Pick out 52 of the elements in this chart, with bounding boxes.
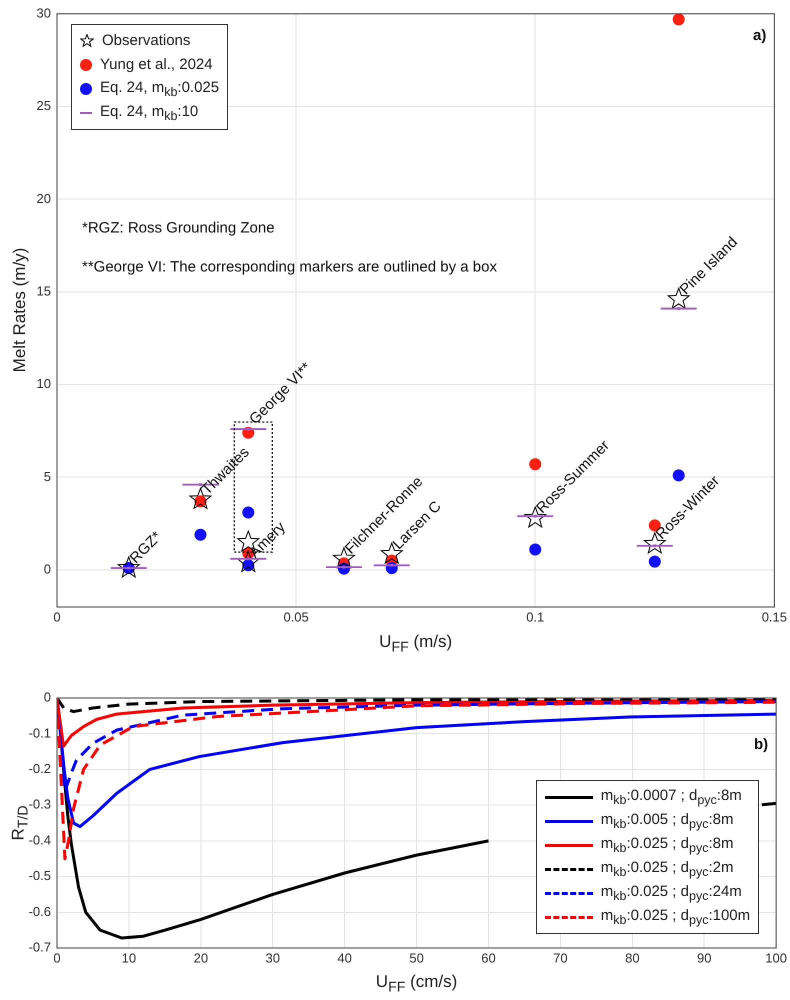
x-tick-label: 0.15 (762, 609, 788, 624)
x-tick-label: 0.1 (526, 609, 544, 624)
y-tick-label: -0.7 (28, 940, 51, 955)
point (194, 528, 206, 541)
legend-label: Eq. 24, m$_{kb}$:0.025 (100, 78, 220, 99)
x-tick-label: 90 (697, 950, 712, 966)
y-tick-label: 30 (36, 5, 51, 20)
x-tick-label: 60 (481, 950, 496, 966)
y-tick-label: -0.3 (28, 796, 51, 812)
x-tick-label: 80 (625, 950, 640, 966)
y-tick-label: 15 (36, 283, 51, 298)
y-tick-label: -0.2 (28, 761, 51, 776)
x-tick-label: 0.05 (283, 609, 309, 624)
annotation: b) (754, 736, 768, 754)
y-tick-label: 20 (36, 190, 51, 206)
legend-label: m$_{kb}$:0.005 ; d$_{pyc}$:8m (600, 811, 734, 831)
x-tick-label: 10 (122, 950, 136, 966)
x-tick-label: 0 (53, 950, 61, 966)
y-tick-label: -0.6 (28, 904, 51, 919)
x-tick-label: 0 (53, 609, 61, 624)
x-tick-label: 40 (337, 950, 352, 966)
y-axis-title: Melt Rates (m/y) (10, 248, 30, 373)
legend-label: Observations (102, 32, 190, 50)
legend-label: Eq. 24, m$_{kb}$:10 (100, 102, 198, 123)
legend-label: m$_{kb}$:0.025 ; d$_{pyc}$:2m (600, 859, 734, 879)
y-tick-label: 5 (44, 468, 51, 484)
y-tick-label: 25 (36, 98, 51, 114)
point (242, 506, 254, 518)
x-tick-label: 100 (765, 950, 788, 966)
legend-label: Yung et al., 2024 (100, 56, 213, 74)
x-tick-label: 20 (194, 950, 208, 966)
y-tick-label: -0.5 (28, 868, 51, 884)
legend-label: m$_{kb}$:0.0007 ; d$_{pyc}$:8m (600, 787, 742, 807)
x-tick-label: 30 (266, 950, 280, 966)
point (672, 14, 685, 26)
annotation: **George VI: The corresponding markers are outlined by a box (82, 258, 498, 276)
annotation: a) (753, 26, 766, 44)
y-tick-label: -0.4 (28, 832, 51, 848)
x-axis-title: U$_{FF}$ (m/s) (379, 632, 452, 656)
x-axis-title: U$_{FF}$ (cm/s) (376, 972, 458, 996)
legend-label: m$_{kb}$:0.025 ; d$_{pyc}$:100m (600, 907, 750, 927)
y-tick-label: 0 (44, 562, 51, 577)
legend-label: m$_{kb}$:0.025 ; d$_{pyc}$:24m (600, 883, 742, 903)
x-tick-label: 70 (553, 950, 568, 966)
y-tick-label: 0 (44, 690, 51, 705)
legend-label: m$_{kb}$:0.025 ; d$_{pyc}$:8m (600, 835, 734, 855)
y-tick-label: -0.1 (28, 725, 51, 740)
x-tick-label: 50 (409, 950, 424, 966)
point (648, 556, 661, 568)
point (529, 544, 542, 556)
y-tick-label: 10 (36, 376, 51, 392)
annotation: *RGZ: Ross Grounding Zone (82, 220, 275, 237)
